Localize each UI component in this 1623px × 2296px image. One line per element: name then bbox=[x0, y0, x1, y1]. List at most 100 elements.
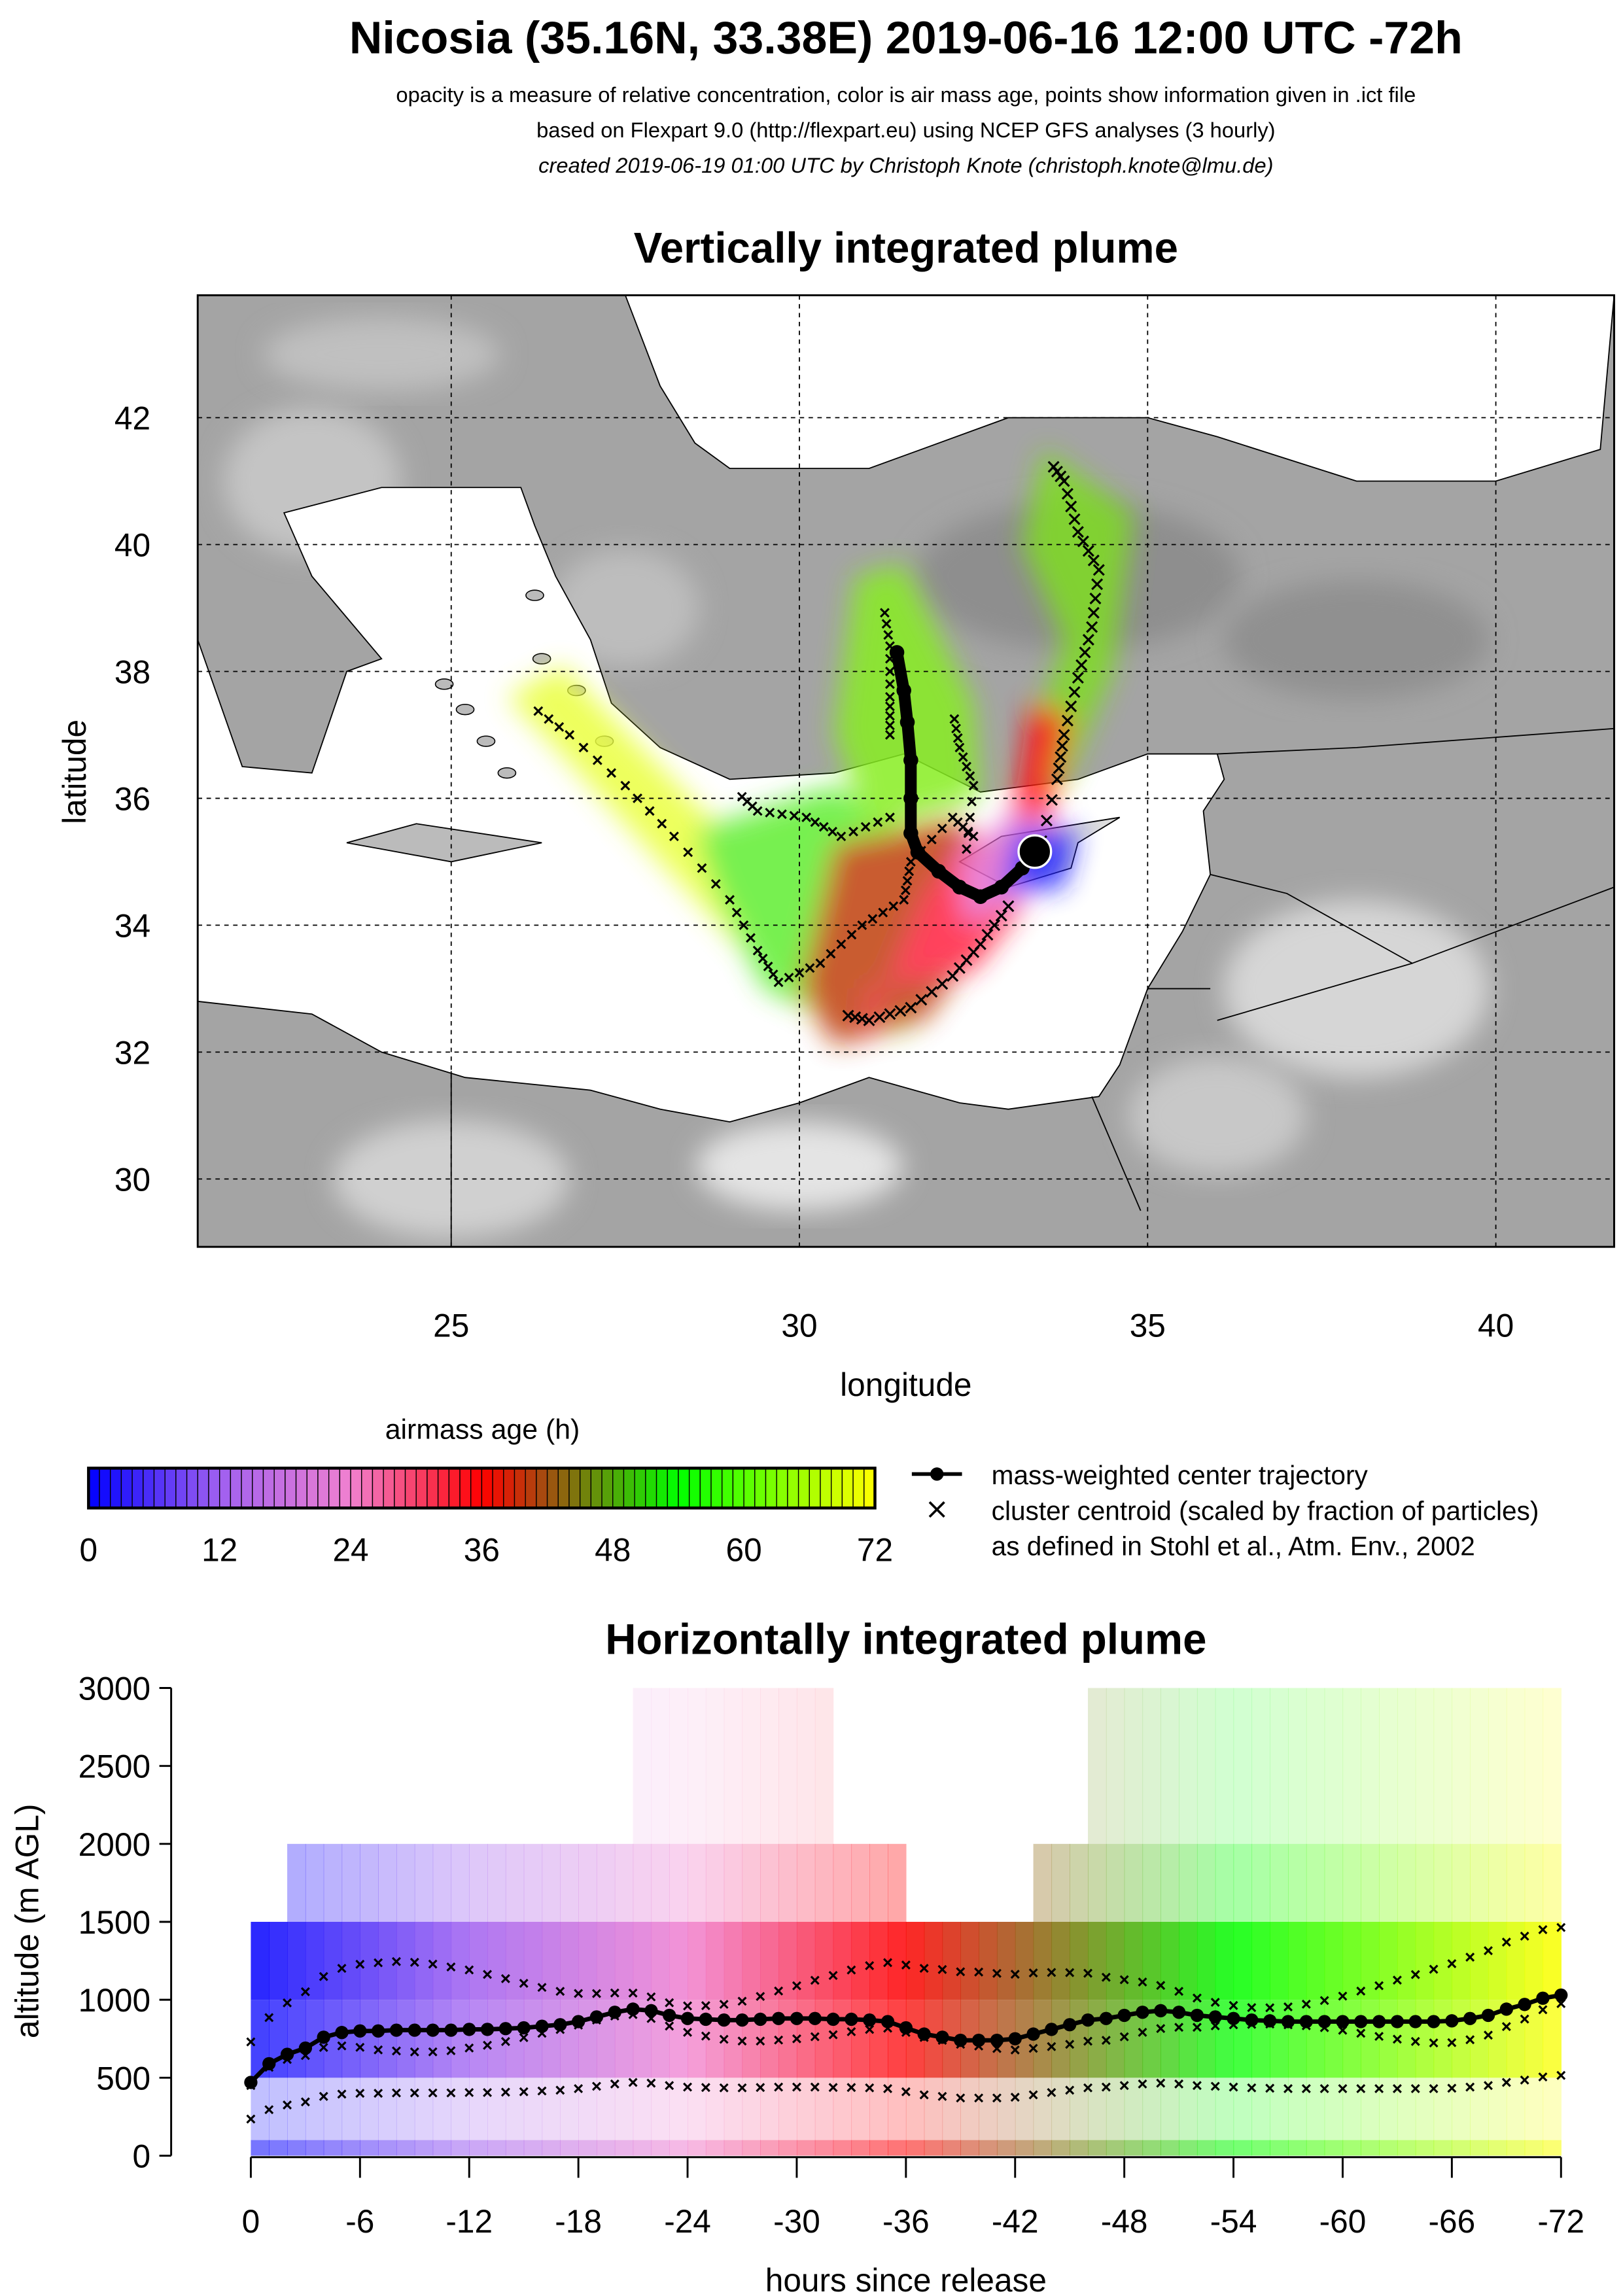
profile-cell bbox=[1342, 1921, 1361, 2000]
colorbar-tick-label: 0 bbox=[80, 1532, 98, 1569]
cluster-centroid-marker bbox=[836, 939, 846, 949]
profile-cluster-marker bbox=[1283, 2084, 1293, 2093]
profile-cluster-marker bbox=[665, 2021, 674, 2031]
cluster-legend-symbol bbox=[928, 1501, 945, 1518]
terrain-shade bbox=[263, 317, 500, 391]
cluster-centroid-marker bbox=[815, 958, 826, 969]
profile-cell bbox=[1215, 1688, 1234, 1844]
cluster-centroid-marker bbox=[765, 807, 775, 818]
cluster-centroid-marker bbox=[606, 768, 617, 778]
profile-cell bbox=[396, 1843, 415, 1922]
profile-cell bbox=[614, 1843, 634, 1922]
cluster-centroid-marker bbox=[867, 914, 878, 924]
profile-cluster-marker bbox=[774, 2082, 784, 2092]
profile-cell bbox=[651, 1843, 670, 1922]
profile-cell bbox=[614, 1921, 634, 2000]
profile-cluster-marker bbox=[1484, 2081, 1493, 2091]
profile-cell bbox=[323, 1921, 343, 2000]
profile-cell bbox=[1196, 1688, 1216, 1844]
profile-cluster-marker bbox=[283, 1998, 292, 2008]
cluster-centroid-marker bbox=[697, 863, 707, 873]
profile-cell bbox=[814, 2140, 834, 2156]
profile-cell bbox=[1397, 1843, 1416, 1922]
profile-cell bbox=[1270, 2140, 1289, 2156]
profile-cell bbox=[523, 2140, 543, 2156]
cluster-centroid-marker bbox=[884, 710, 895, 721]
profile-cluster-marker bbox=[810, 1975, 820, 1985]
profile-cluster-marker bbox=[1392, 2084, 1402, 2093]
profile-cluster-marker bbox=[719, 2034, 729, 2044]
profile-cell bbox=[1524, 1921, 1544, 2000]
cluster-centroid-marker bbox=[1082, 545, 1094, 557]
colorbar-cell bbox=[503, 1467, 515, 1509]
profile-cell bbox=[760, 1843, 779, 1922]
profile-cell bbox=[1215, 1843, 1234, 1922]
profile-cluster-marker bbox=[792, 2034, 801, 2044]
profile-center-trajectory-point bbox=[517, 2021, 531, 2035]
profile-cell bbox=[396, 2078, 415, 2140]
cluster-centroid-marker bbox=[900, 885, 911, 896]
profile-cluster-marker bbox=[865, 2025, 875, 2034]
profile-cell bbox=[724, 2078, 743, 2140]
profile-cell bbox=[979, 2078, 998, 2140]
profile-cluster-marker bbox=[1247, 2003, 1257, 2013]
profile-center-trajectory-point bbox=[1117, 2008, 1131, 2023]
profile-cell bbox=[1415, 1688, 1435, 1844]
profile-cell bbox=[1233, 1688, 1253, 1844]
profile-cell bbox=[814, 2078, 834, 2140]
cluster-centroid-marker bbox=[1079, 646, 1091, 659]
cluster-centroid-marker bbox=[894, 1005, 907, 1017]
profile-cell bbox=[888, 2140, 907, 2156]
cluster-centroid-marker bbox=[880, 608, 890, 618]
profile-center-trajectory-point bbox=[790, 2011, 804, 2025]
profile-cell bbox=[724, 1688, 743, 1844]
profile-cell bbox=[1088, 2078, 1107, 2140]
colorbar-cell bbox=[722, 1467, 734, 1509]
profile-center-trajectory-point bbox=[899, 2021, 913, 2035]
colorbar-cell bbox=[514, 1467, 526, 1509]
profile-cluster-marker bbox=[719, 2083, 729, 2093]
profile-cell bbox=[688, 2078, 707, 2140]
terrain-shade bbox=[1128, 1056, 1306, 1175]
profile-cell bbox=[323, 2078, 343, 2140]
profile-cell bbox=[778, 2078, 797, 2140]
center-trajectory-point bbox=[903, 826, 918, 841]
colorbar-cell bbox=[164, 1467, 177, 1509]
profile-cell bbox=[305, 2140, 324, 2156]
profile-cell bbox=[814, 1921, 834, 2000]
profile-center-trajectory-point bbox=[589, 2010, 604, 2024]
map-ytick-label: 38 bbox=[114, 654, 150, 691]
profile-cell bbox=[796, 2078, 816, 2140]
profile-cell bbox=[542, 1843, 561, 1922]
colorbar-cell bbox=[361, 1467, 374, 1509]
profile-cell bbox=[796, 1688, 816, 1844]
cluster-centroid-marker bbox=[828, 826, 838, 837]
profile-cell bbox=[633, 2078, 652, 2140]
profile-cell bbox=[1142, 1688, 1161, 1844]
profile-cell bbox=[1106, 2140, 1125, 2156]
profile-cell bbox=[1196, 2140, 1216, 2156]
profile-cell bbox=[1452, 2140, 1471, 2156]
profile-cell bbox=[1415, 1843, 1435, 1922]
profile-cell bbox=[669, 1688, 688, 1844]
cluster-centroid-marker bbox=[725, 895, 735, 905]
profile-ytick-label: 1500 bbox=[79, 1904, 150, 1941]
cluster-centroid-marker bbox=[1091, 578, 1104, 591]
profile-cell bbox=[287, 1843, 306, 1922]
cluster-centroid-marker bbox=[888, 901, 899, 911]
profile-cluster-marker bbox=[410, 2047, 419, 2057]
profile-cell bbox=[1324, 1688, 1344, 1844]
center-trajectory-point bbox=[952, 879, 968, 895]
cluster-centroid-marker bbox=[1092, 564, 1105, 576]
profile-cell bbox=[578, 1843, 597, 1922]
colorbar-cell bbox=[448, 1467, 461, 1509]
profile-cell bbox=[705, 1921, 725, 2000]
profile-cell bbox=[451, 2140, 470, 2156]
colorbar-cell bbox=[273, 1467, 286, 1509]
colorbar-cell bbox=[219, 1467, 232, 1509]
cluster-centroid-marker bbox=[981, 928, 994, 941]
profile-cell bbox=[596, 2140, 616, 2156]
cluster-centroid-marker bbox=[884, 812, 895, 822]
cluster-centroid-marker bbox=[1058, 729, 1070, 741]
cluster-centroid-marker bbox=[905, 1001, 917, 1014]
